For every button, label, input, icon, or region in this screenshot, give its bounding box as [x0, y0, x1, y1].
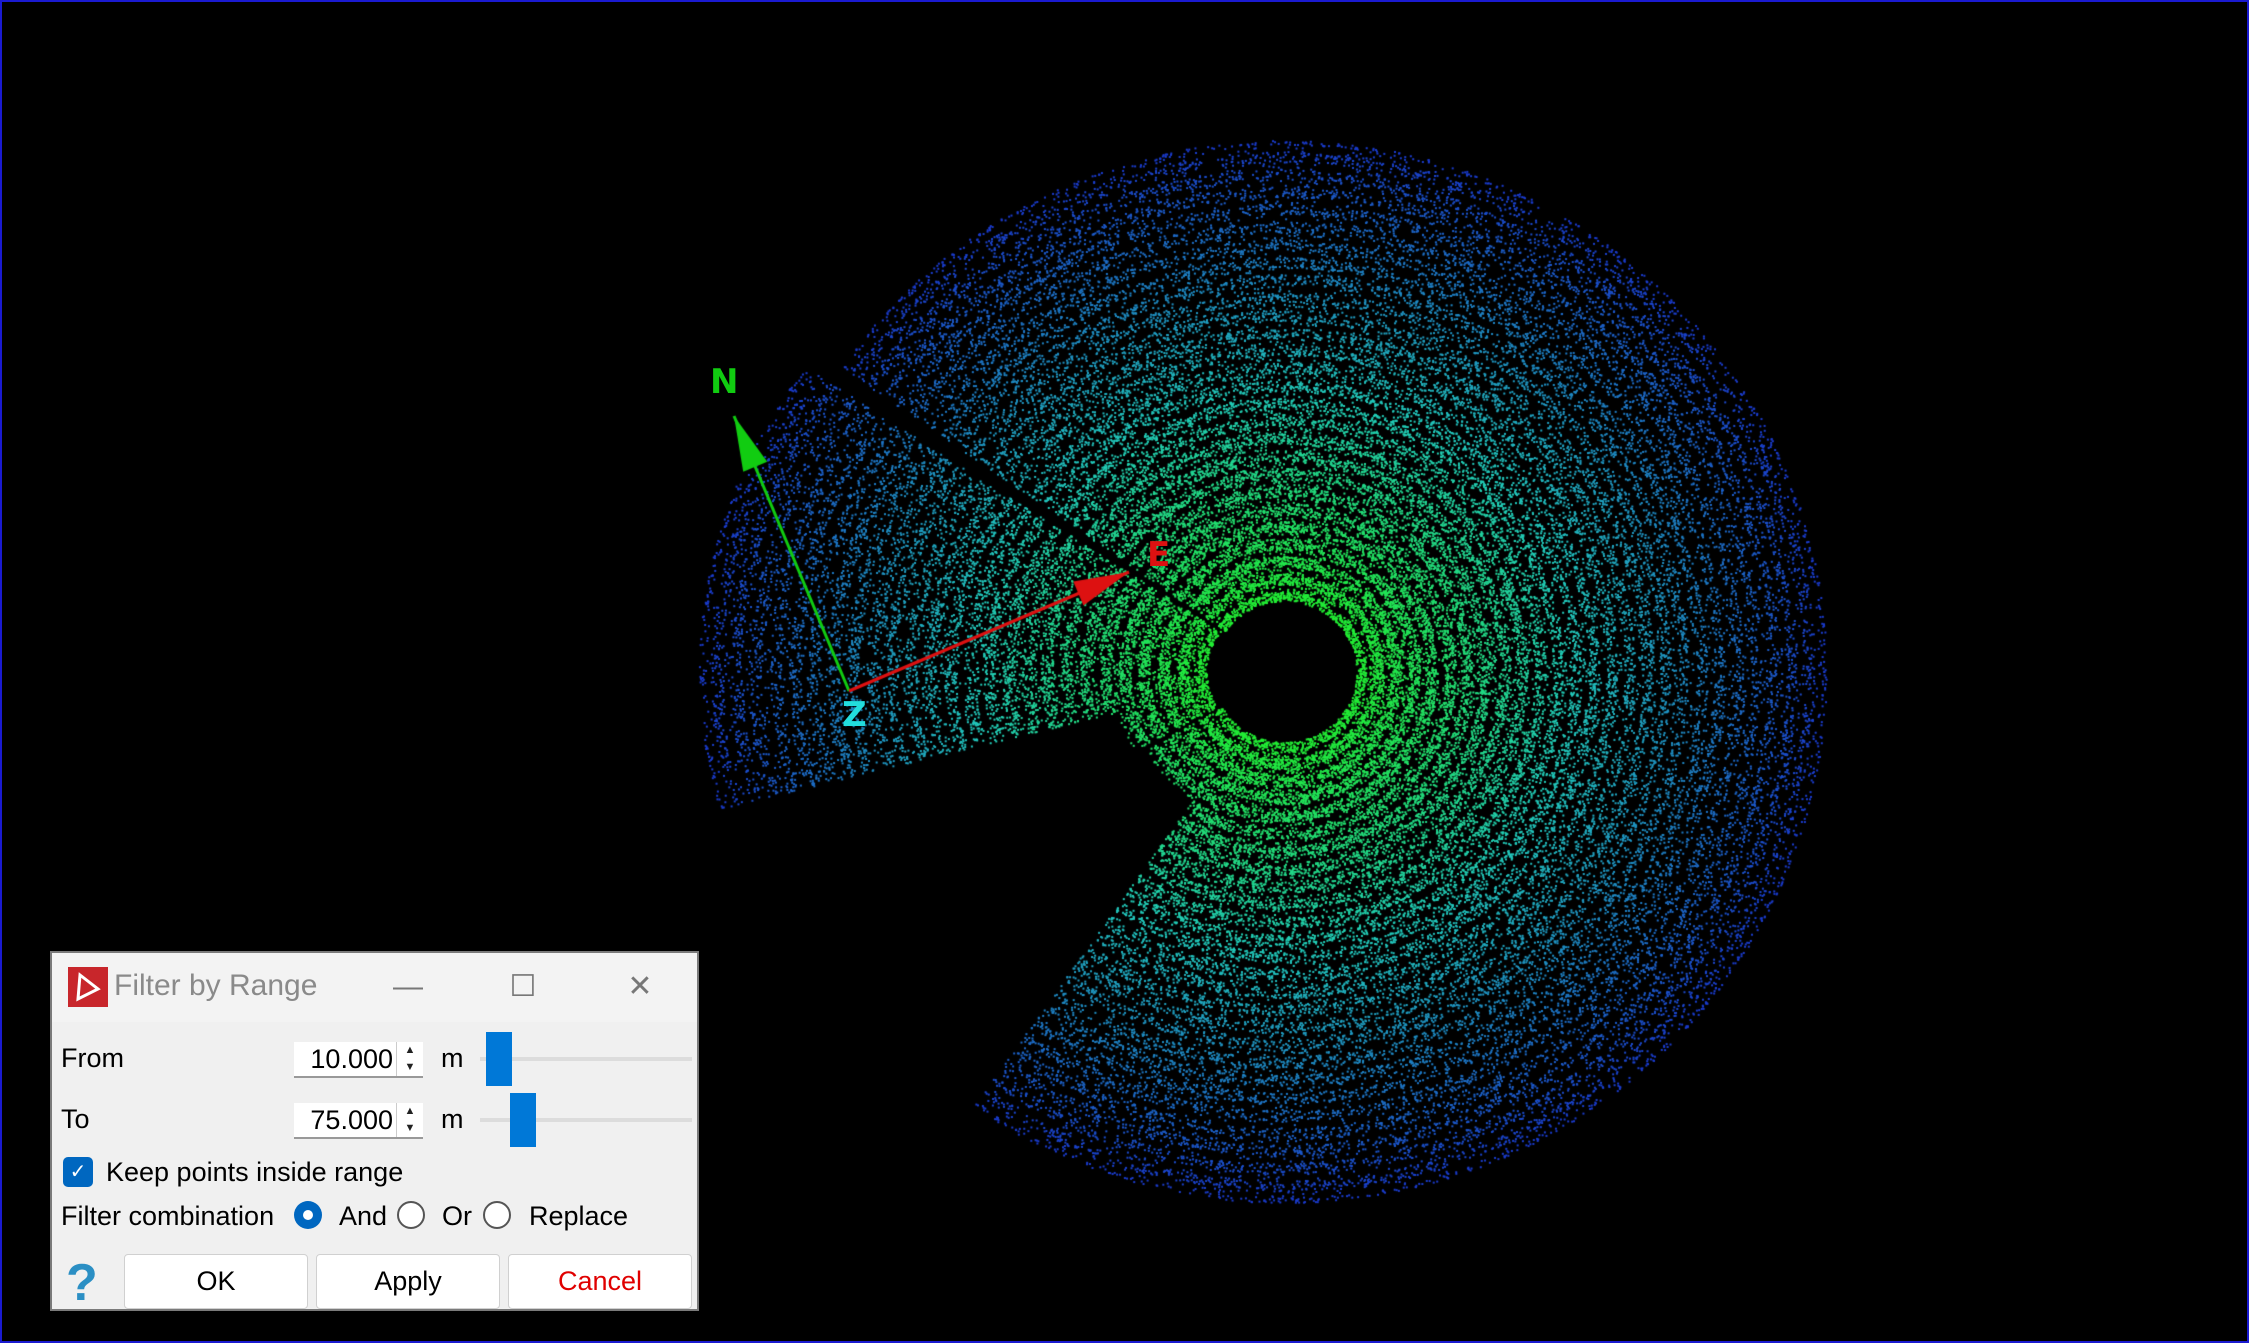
axis-label-north: N — [710, 362, 739, 402]
keep-inside-label[interactable]: Keep points inside range — [106, 1157, 404, 1187]
to-spin-arrows[interactable]: ▲ ▼ — [396, 1103, 423, 1137]
axis-label-z: Z — [842, 695, 867, 735]
radio-and-label[interactable]: And — [339, 1201, 388, 1231]
from-unit: m — [441, 1043, 464, 1073]
ok-button[interactable]: OK — [124, 1254, 308, 1309]
dialog-title: Filter by Range — [114, 969, 318, 1002]
help-icon[interactable]: ? — [66, 1254, 98, 1312]
from-spin-arrows[interactable]: ▲ ▼ — [396, 1042, 423, 1076]
from-slider-track[interactable] — [480, 1057, 692, 1061]
from-value: 10.000 — [310, 1044, 393, 1074]
from-spinbox[interactable]: 10.000 ▲ ▼ — [294, 1042, 423, 1078]
cancel-button[interactable]: Cancel — [508, 1254, 692, 1309]
filter-by-range-dialog: Filter by Range — ☐ ✕ From 10.000 ▲ ▼ m T… — [50, 951, 699, 1312]
to-label: To — [61, 1104, 90, 1134]
minimize-button[interactable]: — — [393, 970, 423, 1003]
to-value: 75.000 — [310, 1105, 393, 1135]
to-slider-track[interactable] — [480, 1118, 692, 1122]
to-unit: m — [441, 1104, 464, 1134]
radio-or-label[interactable]: Or — [442, 1201, 472, 1231]
axis-label-east: E — [1147, 535, 1171, 575]
radio-or[interactable] — [397, 1201, 425, 1229]
keep-inside-checkbox[interactable]: ✓ — [63, 1157, 93, 1187]
from-label: From — [61, 1043, 124, 1073]
title-bar[interactable]: Filter by Range — ☐ ✕ — [52, 953, 697, 1022]
radio-replace[interactable] — [483, 1201, 511, 1229]
apply-button[interactable]: Apply — [316, 1254, 500, 1309]
from-slider-handle[interactable] — [485, 1032, 512, 1086]
maximize-button[interactable]: ☐ — [509, 970, 537, 1003]
to-spinbox[interactable]: 75.000 ▲ ▼ — [294, 1103, 423, 1139]
app-icon — [68, 967, 108, 1007]
to-slider-handle[interactable] — [509, 1093, 536, 1147]
close-button[interactable]: ✕ — [627, 970, 653, 1003]
radio-replace-label[interactable]: Replace — [529, 1201, 629, 1231]
radio-and[interactable] — [294, 1201, 322, 1229]
filter-combination-label: Filter combination — [61, 1201, 275, 1231]
